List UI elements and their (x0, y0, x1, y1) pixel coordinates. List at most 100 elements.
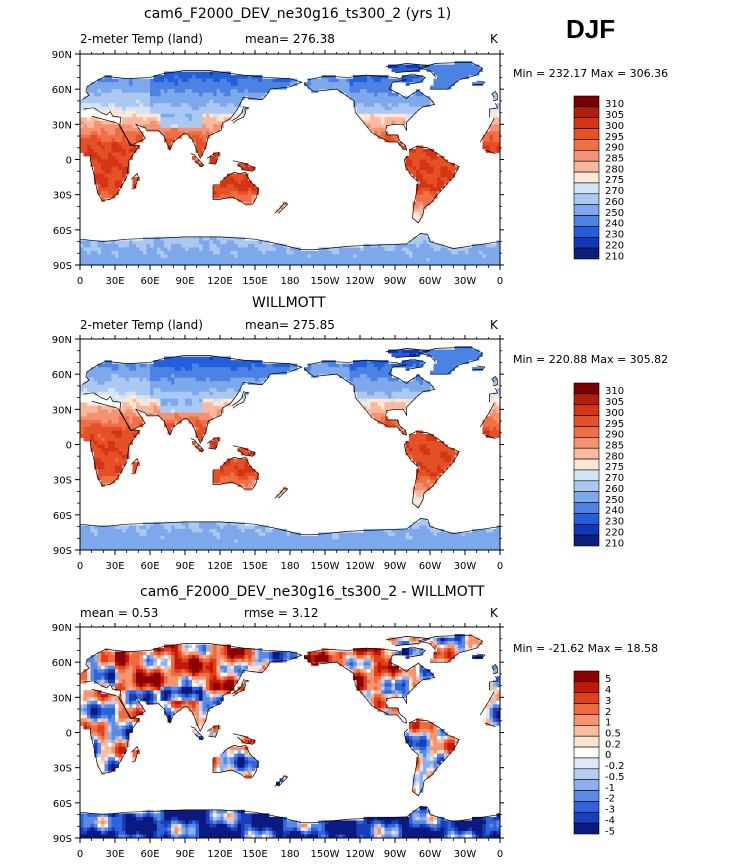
map-cell (363, 257, 368, 262)
map-cell (101, 433, 105, 438)
map-cell (181, 85, 186, 90)
map-cell (230, 96, 235, 101)
map-cell (269, 528, 273, 533)
map-cell (209, 440, 214, 445)
map-cell (479, 257, 483, 262)
map-cell (94, 455, 98, 459)
map-cell (398, 349, 403, 354)
map-cell (409, 433, 413, 438)
map-cell (206, 71, 210, 76)
map-cell (104, 261, 109, 266)
map-cell (97, 423, 102, 428)
map-cell (87, 430, 91, 435)
map-cell (171, 110, 175, 115)
map-cell (171, 124, 175, 129)
map-cell (185, 85, 189, 90)
map-cell (426, 240, 431, 245)
map-cell (216, 409, 221, 414)
map-cell (230, 462, 235, 466)
map-cell (244, 240, 249, 245)
map-cell (465, 535, 469, 540)
map-cell (419, 261, 424, 266)
map-cell (437, 444, 441, 449)
map-cell (388, 391, 392, 396)
map-cell (412, 528, 417, 533)
map-cell (388, 398, 392, 403)
map-cell (174, 75, 179, 80)
map-cell (111, 110, 116, 115)
map-cell (101, 416, 105, 421)
map-cell (370, 124, 375, 129)
map-cell (409, 155, 413, 160)
map-cell (237, 377, 242, 382)
x-tick-label: 30E (105, 276, 124, 287)
map-cell (290, 532, 294, 537)
map-cell (202, 78, 207, 83)
map-cell (136, 243, 140, 248)
map-cell (129, 124, 133, 129)
map-cell (153, 412, 158, 417)
map-cell (398, 110, 403, 115)
map-cell (377, 374, 382, 379)
map-cell (129, 247, 133, 252)
map-cell (244, 367, 249, 372)
map-cell (381, 106, 385, 111)
map-cell (111, 180, 116, 185)
map-cell (129, 138, 133, 143)
map-cell (234, 236, 238, 241)
map-cell (97, 384, 102, 389)
map-cell (402, 398, 406, 403)
map-cell (416, 469, 420, 474)
map-cell (108, 247, 112, 252)
colorbar-box (573, 139, 600, 151)
colorbar-box (573, 193, 600, 205)
map-cell (370, 360, 375, 365)
map-cell (164, 240, 168, 245)
map-cell (139, 106, 144, 111)
map-cell (209, 402, 214, 407)
map-cell (118, 131, 123, 136)
map-cell (83, 532, 88, 537)
map-cell (395, 96, 399, 101)
map-cell (195, 528, 200, 533)
map-cell (241, 535, 245, 540)
map-cell (255, 257, 259, 262)
map-cell (489, 261, 494, 266)
map-cell (402, 254, 406, 259)
map-cell (199, 85, 203, 90)
map-cell (405, 532, 410, 537)
map-cell (209, 395, 214, 400)
map-cell (433, 535, 438, 540)
map-cell (251, 184, 256, 189)
map-cell (171, 419, 175, 424)
map-cell (167, 117, 172, 122)
map-cell (188, 240, 193, 245)
map-cell (391, 363, 396, 368)
map-cell (195, 391, 200, 396)
map-cell (195, 405, 200, 410)
map-cell (241, 89, 245, 94)
map-cell (101, 374, 105, 379)
map-cell (139, 377, 144, 382)
map-cell (402, 117, 406, 122)
map-cell (206, 236, 210, 241)
map-cell (136, 92, 140, 97)
map-cell (94, 377, 98, 382)
map-cell (360, 85, 364, 90)
map-cell (475, 539, 480, 544)
map-cell (318, 82, 322, 87)
map-cell (220, 113, 224, 118)
map-cell (209, 409, 214, 414)
map-cell (447, 247, 452, 252)
coastline-samerica (403, 146, 460, 224)
map-cell (139, 92, 144, 97)
map-cell (216, 117, 221, 122)
map-cell (129, 243, 133, 248)
map-cell (111, 525, 116, 530)
map-cell (104, 419, 109, 424)
map-cell (174, 92, 179, 97)
map-cell (234, 384, 238, 389)
map-cell (458, 71, 462, 76)
map-cell (482, 254, 487, 259)
map-cell (426, 521, 431, 526)
